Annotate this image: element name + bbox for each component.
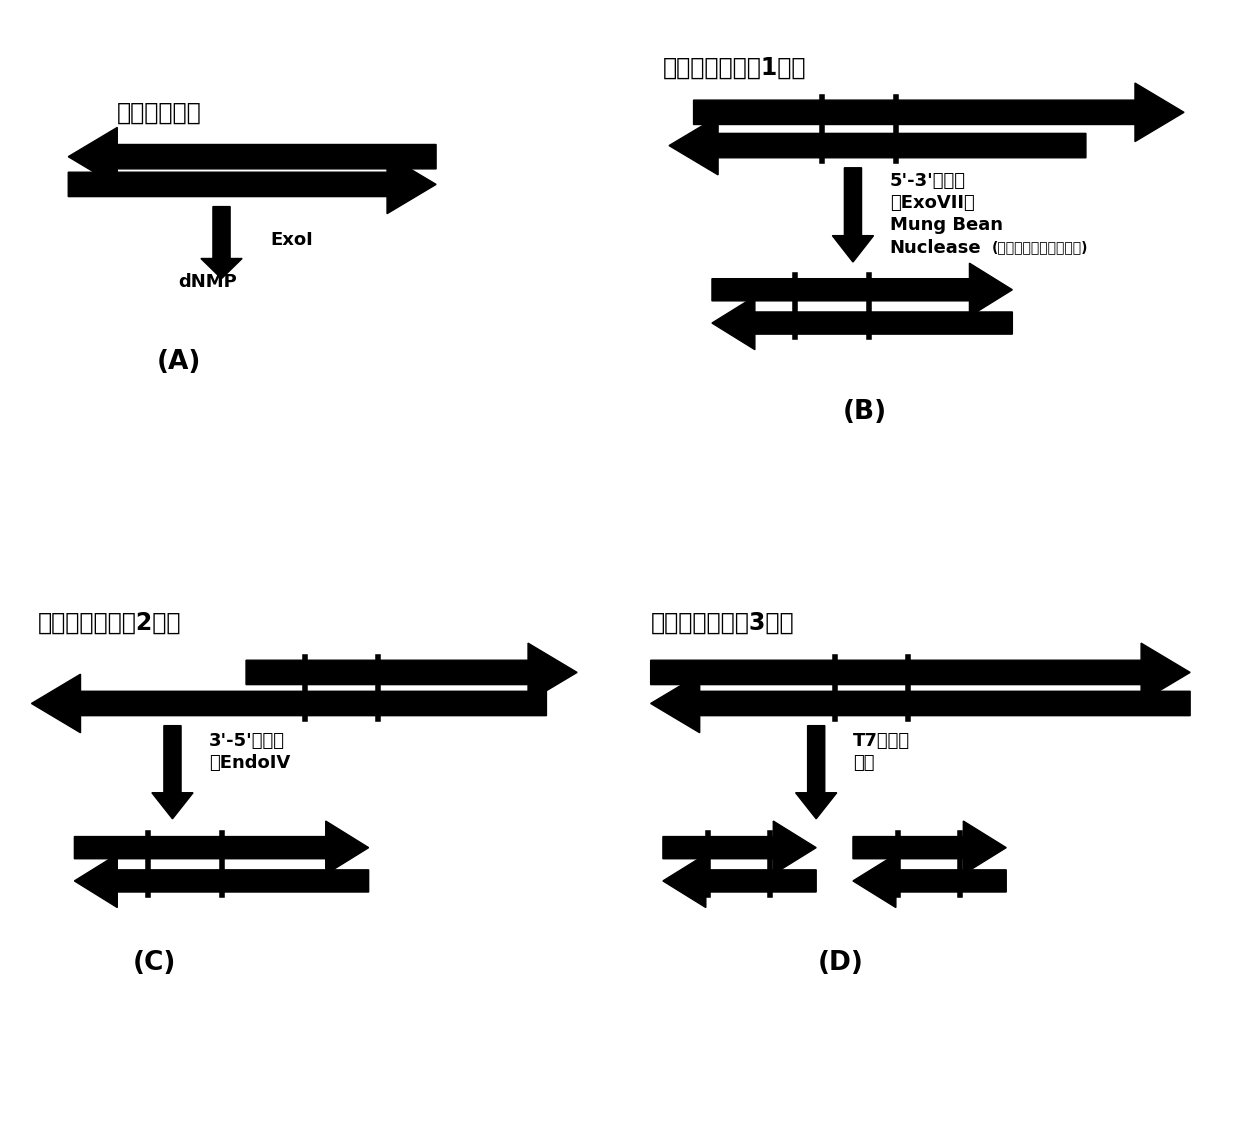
Text: dNMP: dNMP (179, 273, 237, 291)
Text: (C): (C) (133, 950, 176, 976)
FancyArrow shape (712, 263, 1012, 317)
FancyArrow shape (151, 725, 193, 819)
FancyArrow shape (693, 83, 1184, 141)
Text: 单链引物消化: 单链引物消化 (118, 100, 202, 125)
FancyArrow shape (74, 821, 368, 875)
Text: 引物二聚体形式3消化: 引物二聚体形式3消化 (651, 611, 795, 634)
Text: 引物二聚体形式1消化: 引物二聚体形式1消化 (663, 56, 806, 80)
FancyArrow shape (31, 674, 547, 732)
FancyArrow shape (74, 855, 368, 907)
FancyArrow shape (68, 127, 436, 186)
FancyArrow shape (68, 155, 436, 213)
Text: T7核酸内: T7核酸内 (853, 732, 910, 750)
FancyArrow shape (712, 296, 1012, 349)
Text: (B): (B) (843, 399, 888, 424)
FancyArrow shape (796, 725, 837, 819)
FancyArrow shape (651, 674, 1190, 732)
Text: (单链特异性核酸内切酶): (单链特异性核酸内切酶) (992, 240, 1087, 255)
FancyArrow shape (663, 855, 816, 907)
Text: (A): (A) (156, 349, 201, 375)
Text: ExoI: ExoI (270, 231, 314, 249)
Text: 如ExoVII，: 如ExoVII， (890, 194, 975, 212)
Text: 如EndoIV: 如EndoIV (210, 755, 290, 773)
Text: 切酶: 切酶 (853, 755, 874, 773)
Text: Mung Bean: Mung Bean (890, 217, 1003, 235)
FancyArrow shape (853, 821, 1006, 875)
FancyArrow shape (201, 207, 242, 279)
Text: 5'-3'外切酶: 5'-3'外切酶 (890, 172, 966, 190)
FancyArrow shape (832, 167, 873, 262)
FancyArrow shape (651, 643, 1190, 702)
FancyArrow shape (670, 117, 1086, 175)
Text: 3'-5'外切酶: 3'-5'外切酶 (210, 732, 285, 750)
Text: (D): (D) (817, 950, 863, 976)
FancyArrow shape (663, 821, 816, 875)
FancyArrow shape (246, 643, 577, 702)
FancyArrow shape (853, 855, 1006, 907)
Text: 引物二聚体形式2消化: 引物二聚体形式2消化 (37, 611, 181, 634)
Text: Nuclease: Nuclease (890, 238, 981, 257)
